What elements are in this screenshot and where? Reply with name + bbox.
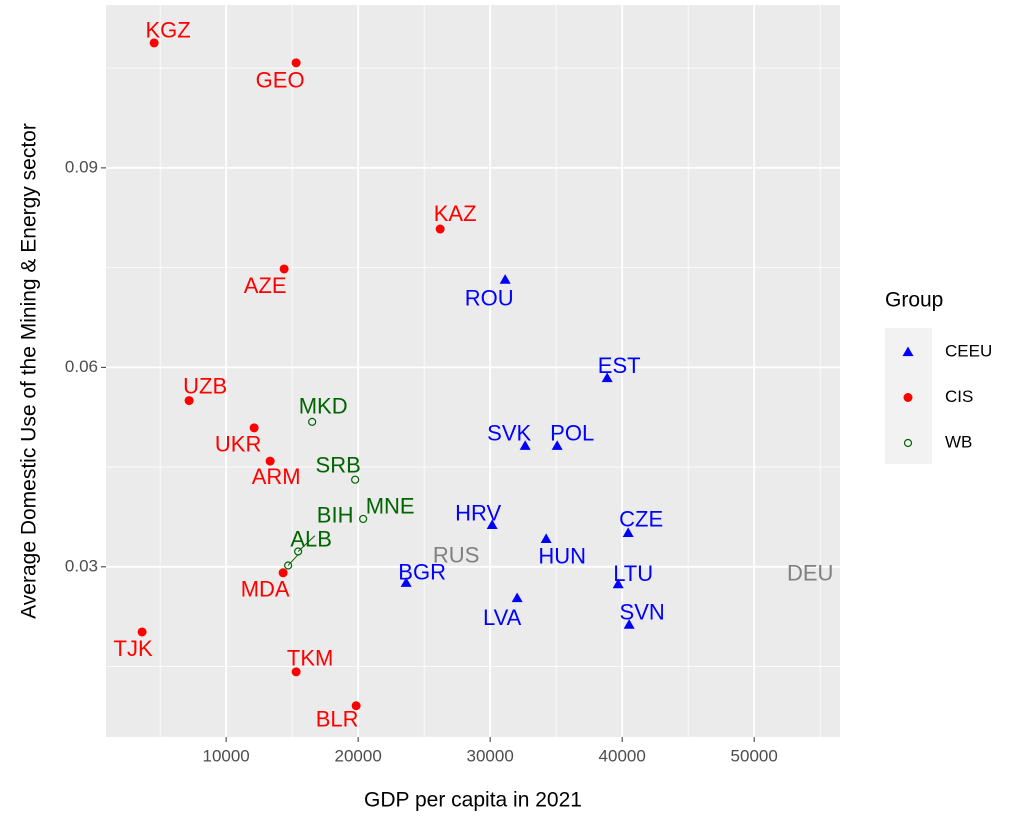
- x-tick-label: 40000: [599, 746, 646, 765]
- label-leader: [287, 553, 299, 566]
- marks: ROU EST SVK POL HRV CZE HUN BGR LTU LVA SVN KGZ GEO K…: [114, 18, 834, 732]
- point-label: TKM: [287, 646, 333, 671]
- point-label: POL: [550, 421, 594, 446]
- point: [278, 568, 288, 578]
- y-tick-label: 0.03: [65, 556, 98, 575]
- point-label: HRV: [455, 501, 501, 526]
- point: [551, 440, 563, 450]
- x-tick-label: 20000: [335, 746, 382, 765]
- point-label: UZB: [183, 373, 227, 398]
- point-label: UKR: [215, 432, 261, 457]
- legend-title: Group: [885, 289, 943, 312]
- x-tick-label: 50000: [731, 746, 778, 765]
- point: [291, 667, 301, 677]
- point: [486, 519, 498, 530]
- point: [351, 701, 361, 711]
- point: [612, 578, 624, 589]
- x-axis-title: GDP per capita in 2021: [364, 789, 582, 812]
- point-label: ROU: [465, 285, 514, 310]
- point: [279, 264, 289, 274]
- y-axis-title: Average Domestic Use of the Mining & Ene…: [18, 123, 41, 619]
- legend-label: CEEU: [945, 341, 992, 360]
- legend-key: [902, 346, 914, 357]
- point-label: KGZ: [146, 18, 191, 43]
- point: [540, 533, 552, 543]
- legend-label: CIS: [945, 387, 973, 406]
- point: [622, 527, 634, 538]
- panel: [106, 5, 840, 737]
- annotation: DEU: [787, 561, 833, 586]
- point-label: GEO: [256, 68, 305, 93]
- point-label: LTU: [613, 561, 653, 586]
- point-label: MDA: [241, 577, 290, 602]
- grid: [106, 5, 840, 737]
- point-label: KAZ: [434, 201, 477, 226]
- point-label: MKD: [299, 394, 348, 419]
- point-label: ALB: [290, 526, 332, 551]
- point: [623, 619, 635, 629]
- point-label: LVA: [483, 605, 522, 630]
- y-tick-label: 0.09: [65, 157, 98, 176]
- point: [351, 475, 360, 484]
- point: [359, 514, 368, 524]
- point-label: BLR: [316, 707, 359, 732]
- point: [308, 417, 317, 426]
- point-label: SRB: [316, 453, 361, 478]
- point-label: EST: [598, 353, 641, 378]
- point-label: BIH: [317, 502, 354, 527]
- x-tick-label: 30000: [467, 746, 514, 765]
- x-tick-label: 10000: [202, 746, 249, 765]
- point-label: SVK: [487, 421, 531, 446]
- point: [499, 274, 511, 284]
- point-label: ARM: [252, 464, 301, 489]
- legend-key: [903, 438, 913, 448]
- point-label: BGR: [398, 560, 446, 585]
- point: [291, 58, 301, 68]
- point: [435, 224, 445, 234]
- y-tick-label: 0.06: [65, 357, 98, 376]
- point-label: SVN: [620, 599, 665, 624]
- point: [284, 561, 293, 570]
- point-label: AZE: [244, 273, 287, 298]
- point-label: CZE: [619, 507, 663, 532]
- legend-key: [903, 393, 913, 402]
- point-label: HUN: [538, 544, 586, 569]
- point: [184, 396, 194, 406]
- point: [519, 440, 531, 450]
- point: [249, 423, 259, 433]
- point: [511, 592, 523, 603]
- point: [149, 38, 159, 48]
- legend-label: WB: [945, 432, 972, 451]
- point-label: TJK: [114, 636, 153, 661]
- point: [137, 627, 147, 637]
- point: [265, 456, 275, 466]
- point-label: MNE: [366, 494, 415, 519]
- annotation: RUS: [433, 543, 479, 568]
- point: [400, 577, 412, 587]
- point: [601, 372, 613, 383]
